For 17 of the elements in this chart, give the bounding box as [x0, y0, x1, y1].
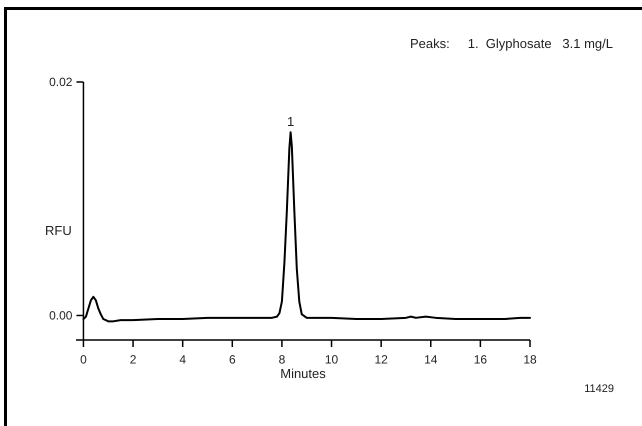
y-tick-label: 0.02	[49, 74, 73, 89]
y-tick-label: 0.00	[49, 308, 73, 322]
x-tick-label: 18	[523, 352, 537, 367]
x-tick-label: 14	[424, 352, 438, 367]
x-tick-label: 6	[228, 352, 236, 367]
text: 11429	[584, 383, 614, 395]
x-tick-label: 4	[179, 352, 186, 367]
y-axis-title: RFU	[45, 223, 72, 238]
x-tick-label: 2	[130, 352, 137, 367]
text: Peaks: 1. Glyphosate 3.1 mg/L	[410, 36, 613, 51]
annotation: 1	[286, 114, 294, 130]
x-tick-label: 0	[80, 352, 88, 367]
x-tick-label: 16	[474, 352, 488, 367]
x-tick-label: 10	[324, 352, 339, 367]
x-tick-label: 8	[278, 352, 286, 367]
x-axis-title: Minutes	[280, 366, 326, 381]
x-tick-label: 12	[374, 352, 388, 367]
